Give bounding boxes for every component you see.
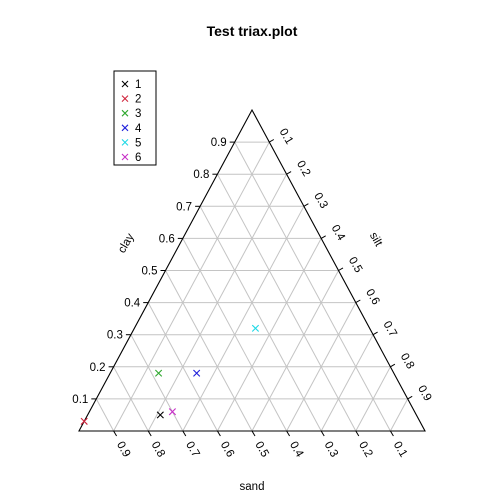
clay-tick-label: 0.9 xyxy=(211,137,227,149)
silt-tick-label: 0.9 xyxy=(415,383,433,403)
silt-tick xyxy=(390,363,396,368)
legend-item-6: 6 xyxy=(121,152,141,164)
silt-tick xyxy=(286,171,292,175)
clay-tick-label: 0.6 xyxy=(159,233,175,245)
legend-marker xyxy=(121,95,129,102)
grid-line-sand xyxy=(113,366,149,432)
grid-line-sand xyxy=(130,334,184,432)
sand-tick-label: 0.6 xyxy=(218,440,236,460)
data-point-2 xyxy=(80,417,88,425)
silt-tick xyxy=(407,395,413,400)
legend-marker xyxy=(121,124,129,132)
axis-ticks xyxy=(91,139,413,437)
sand-tick xyxy=(216,430,221,437)
sand-tick-label: 0.9 xyxy=(114,440,132,460)
sand-tick xyxy=(147,430,152,437)
sand-tick-label: 0.5 xyxy=(252,440,270,460)
silt-tick xyxy=(269,139,275,143)
grid-line-silt xyxy=(389,398,409,432)
silt-tick xyxy=(320,235,326,239)
clay-tick-label: 0.1 xyxy=(72,394,88,406)
data-point-1 xyxy=(156,411,164,419)
clay-tick-label: 0.3 xyxy=(107,330,123,342)
sand-tick-label: 0.4 xyxy=(287,440,306,460)
legend-box xyxy=(113,70,157,166)
point-mark xyxy=(154,369,163,377)
legend-item-5: 5 xyxy=(121,137,141,149)
sand-tick-label: 0.7 xyxy=(183,440,201,460)
legend-label: 6 xyxy=(135,152,141,164)
legend-label: 1 xyxy=(135,79,141,91)
legend-label: 3 xyxy=(135,108,141,120)
legend-marker xyxy=(121,139,129,146)
silt-tick-label: 0.7 xyxy=(381,319,399,339)
silt-tick-label: 0.6 xyxy=(363,287,381,307)
point-mark xyxy=(251,324,260,332)
silt-tick-label: 0.1 xyxy=(277,127,295,147)
silt-tick-label: 0.8 xyxy=(398,351,416,371)
point-mark xyxy=(193,369,201,377)
data-point-5 xyxy=(251,324,260,332)
silt-tick-label: 0.3 xyxy=(311,191,329,211)
grid-line-sand xyxy=(234,141,391,432)
grid-line-silt xyxy=(355,366,391,432)
point-mark xyxy=(168,408,177,416)
sand-tick xyxy=(251,430,256,437)
silt-tick xyxy=(372,331,378,336)
clay-tick-label: 0.7 xyxy=(176,201,192,213)
point-mark xyxy=(156,411,164,419)
sand-axis-label: sand xyxy=(240,481,265,493)
legend-label: 2 xyxy=(135,94,141,106)
sand-tick xyxy=(320,430,325,437)
chart-title: Test triax.plot xyxy=(207,23,298,39)
sand-tick xyxy=(182,430,187,437)
legend-item-3: 3 xyxy=(121,108,141,120)
sand-tick-label: 0.3 xyxy=(322,440,340,460)
data-points xyxy=(80,324,260,425)
sand-tick xyxy=(113,430,118,437)
sand-tick-label: 0.1 xyxy=(391,440,409,460)
data-point-3 xyxy=(154,369,163,377)
sand-tick-label: 0.2 xyxy=(356,440,374,460)
grid-line-sand xyxy=(199,206,322,432)
sand-tick xyxy=(389,430,394,437)
grid-line-silt xyxy=(182,206,305,432)
grid-line-silt xyxy=(113,141,270,432)
clay-axis-label: clay xyxy=(116,231,137,255)
legend-item-2: 2 xyxy=(121,94,141,106)
silt-tick xyxy=(355,299,361,304)
legend-marker xyxy=(121,153,129,161)
silt-tick-label: 0.5 xyxy=(346,255,364,275)
data-point-4 xyxy=(193,369,201,377)
grid-line-silt xyxy=(286,302,357,432)
clay-tick-label: 0.8 xyxy=(193,169,209,181)
grid-line-sand xyxy=(165,270,253,432)
grid-line-sand xyxy=(95,398,115,432)
legend-label: 5 xyxy=(135,137,141,149)
clay-tick-label: 0.5 xyxy=(142,266,158,278)
sand-tick xyxy=(286,430,291,437)
clay-tick-label: 0.2 xyxy=(90,362,106,374)
grid-lines xyxy=(95,141,409,432)
clay-tick-label: 0.4 xyxy=(124,298,141,310)
legend-marker xyxy=(121,80,129,88)
data-point-6 xyxy=(168,408,177,416)
silt-tick-label: 0.4 xyxy=(329,223,348,243)
legend-item-1: 1 xyxy=(121,79,141,91)
point-mark xyxy=(80,417,88,425)
grid-line-silt xyxy=(251,270,339,432)
legend: 1 2 3 4 5 6 xyxy=(113,70,157,166)
silt-tick xyxy=(303,203,309,207)
sand-tick xyxy=(355,430,360,437)
legend-marker xyxy=(121,109,129,117)
legend-item-4: 4 xyxy=(121,123,142,135)
silt-tick-label: 0.2 xyxy=(294,159,312,179)
legend-label: 4 xyxy=(135,123,142,135)
grid-line-sand xyxy=(147,302,218,432)
silt-tick xyxy=(338,267,344,271)
grid-line-silt xyxy=(320,334,374,432)
sand-tick-label: 0.8 xyxy=(149,440,167,460)
silt-axis-label: silt xyxy=(367,230,385,249)
